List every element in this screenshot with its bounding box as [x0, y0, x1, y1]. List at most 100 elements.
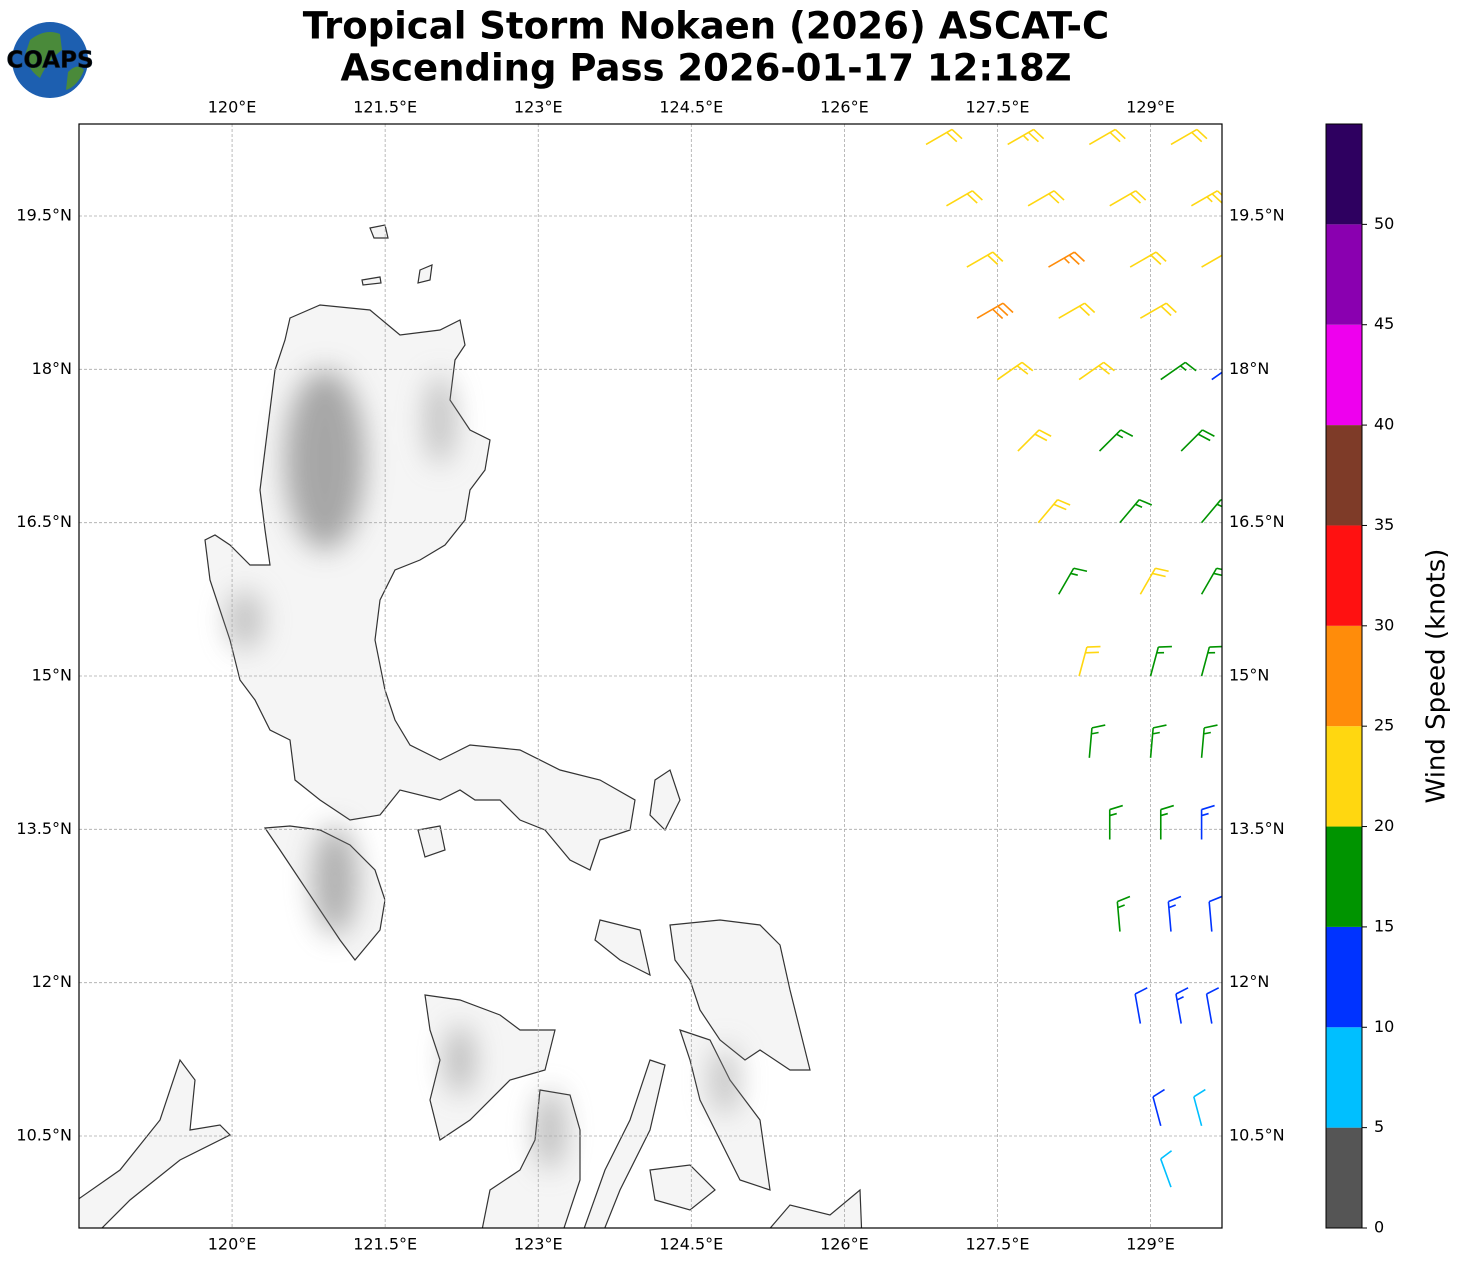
wind-barb [1200, 724, 1218, 758]
x-tick-label-bottom: 120°E [208, 1235, 257, 1254]
x-tick-label-top: 120°E [208, 98, 257, 117]
wind-barb [1200, 804, 1215, 840]
wind-barb [1078, 645, 1101, 677]
wind-barb [1058, 302, 1096, 319]
y-tick-label-left: 13.5°N [16, 819, 72, 838]
wind-barb [1200, 498, 1222, 524]
x-tick-label-bottom: 121.5°E [353, 1235, 417, 1254]
wind-barb [1017, 429, 1052, 452]
colorbar-tick-label: 30 [1374, 615, 1394, 634]
x-tick-label-bottom: 123°E [514, 1235, 563, 1254]
marinduque [417, 825, 446, 858]
colorbar-tick-label: 45 [1374, 314, 1394, 333]
wind-barb [1152, 1088, 1165, 1126]
wind-barb [1211, 371, 1222, 381]
wind-barb [1139, 302, 1177, 319]
colorbar-bin [1326, 926, 1362, 1028]
map-frame [78, 123, 1223, 1229]
y-tick-label-right: 16.5°N [1229, 512, 1285, 531]
x-tick-label-top: 126°E [820, 98, 869, 117]
y-tick-label-right: 12°N [1229, 972, 1269, 991]
chart-title: Tropical Storm Nokaen (2026) ASCAT-C [303, 5, 1109, 48]
map-land [79, 224, 863, 1228]
wind-barb [1139, 567, 1169, 595]
x-tick-label-top: 124.5°E [659, 98, 723, 117]
x-tick-label-top: 123°E [514, 98, 563, 117]
wind-barb [966, 251, 1004, 268]
colorbar-tick-label: 10 [1374, 1017, 1394, 1036]
y-tick-label-left: 12°N [32, 972, 72, 991]
wind-barb [1129, 251, 1167, 268]
wind-barb [1134, 987, 1148, 1024]
y-tick-label-right: 13.5°N [1229, 819, 1285, 838]
y-tick-label-right: 18°N [1229, 359, 1269, 378]
colorbar-tick-label: 20 [1374, 816, 1394, 835]
logo-text: COAPS [6, 48, 93, 74]
x-tick-label-bottom: 127.5°E [966, 1235, 1030, 1254]
chart-subtitle: Ascending Pass 2026-01-17 12:18Z [340, 47, 1071, 90]
wind-barb [1200, 567, 1222, 595]
colorbar-bin [1326, 324, 1362, 426]
grid [79, 124, 1222, 1228]
y-tick-label-right: 19.5°N [1229, 206, 1285, 225]
palawan [79, 1058, 232, 1228]
wind-barb [1201, 254, 1222, 268]
wind-barb [1037, 498, 1071, 524]
y-tick-label-left: 19.5°N [16, 206, 72, 225]
wind-barb [1200, 645, 1222, 677]
small-island [369, 224, 389, 239]
wind-barb [1149, 724, 1167, 758]
wind-barb [1048, 251, 1085, 268]
wind-barb [1116, 895, 1131, 932]
colorbar-tick-label: 40 [1374, 415, 1394, 434]
y-tick-label-right: 15°N [1229, 666, 1269, 685]
colorbar-bin [1326, 1027, 1362, 1128]
x-tick-label-top: 129°E [1126, 98, 1175, 117]
bohol [649, 1164, 716, 1211]
x-tick-label-bottom: 124.5°E [659, 1235, 723, 1254]
colorbar-bin [1326, 224, 1362, 325]
wind-barb [1119, 498, 1153, 524]
wind-barb [1078, 361, 1115, 381]
wind-barb [976, 302, 1014, 320]
panay [424, 994, 556, 1141]
wind-barb [1149, 645, 1172, 677]
wind-barb [1190, 190, 1222, 207]
wind-barb [925, 128, 963, 146]
negros [481, 1089, 581, 1228]
x-tick-label-bottom: 126°E [820, 1235, 869, 1254]
wind-barb [1205, 987, 1220, 1024]
samar [669, 919, 811, 1071]
y-tick-label-right: 10.5°N [1229, 1126, 1285, 1145]
y-tick-label-left: 16.5°N [16, 512, 72, 531]
barbs [925, 128, 1222, 1188]
wind-barb [1180, 429, 1215, 452]
colorbar-bin [1326, 625, 1362, 727]
x-tick-label-bottom: 129°E [1126, 1235, 1175, 1254]
colorbar-tick-label: 15 [1374, 916, 1394, 935]
wind-barb [1088, 724, 1106, 758]
colorbar-tick-label: 35 [1374, 515, 1394, 534]
y-tick-label-left: 15°N [32, 666, 72, 685]
wind-barb [1159, 804, 1175, 840]
wind-barb [1109, 190, 1147, 207]
wind-barb [1170, 128, 1208, 146]
logo: COAPS [6, 22, 94, 98]
masbate [594, 919, 651, 977]
cebu [583, 1059, 666, 1228]
mindanao [769, 1188, 863, 1228]
wind-barb [1167, 895, 1182, 932]
wind-barb [1088, 128, 1126, 146]
y-tick-label-left: 18°N [32, 359, 72, 378]
wind-barb [946, 190, 983, 207]
wind-barb [997, 361, 1034, 381]
colorbar-bin [1326, 425, 1362, 526]
y-tick-label-left: 10.5°N [16, 1126, 72, 1145]
colorbar-bin [1326, 726, 1362, 827]
wind-barb [1208, 895, 1222, 932]
x-tick-label-top: 127.5°E [966, 98, 1030, 117]
wind-barb [1027, 190, 1065, 207]
colorbar-label: Wind Speed (knots) [1422, 549, 1452, 804]
